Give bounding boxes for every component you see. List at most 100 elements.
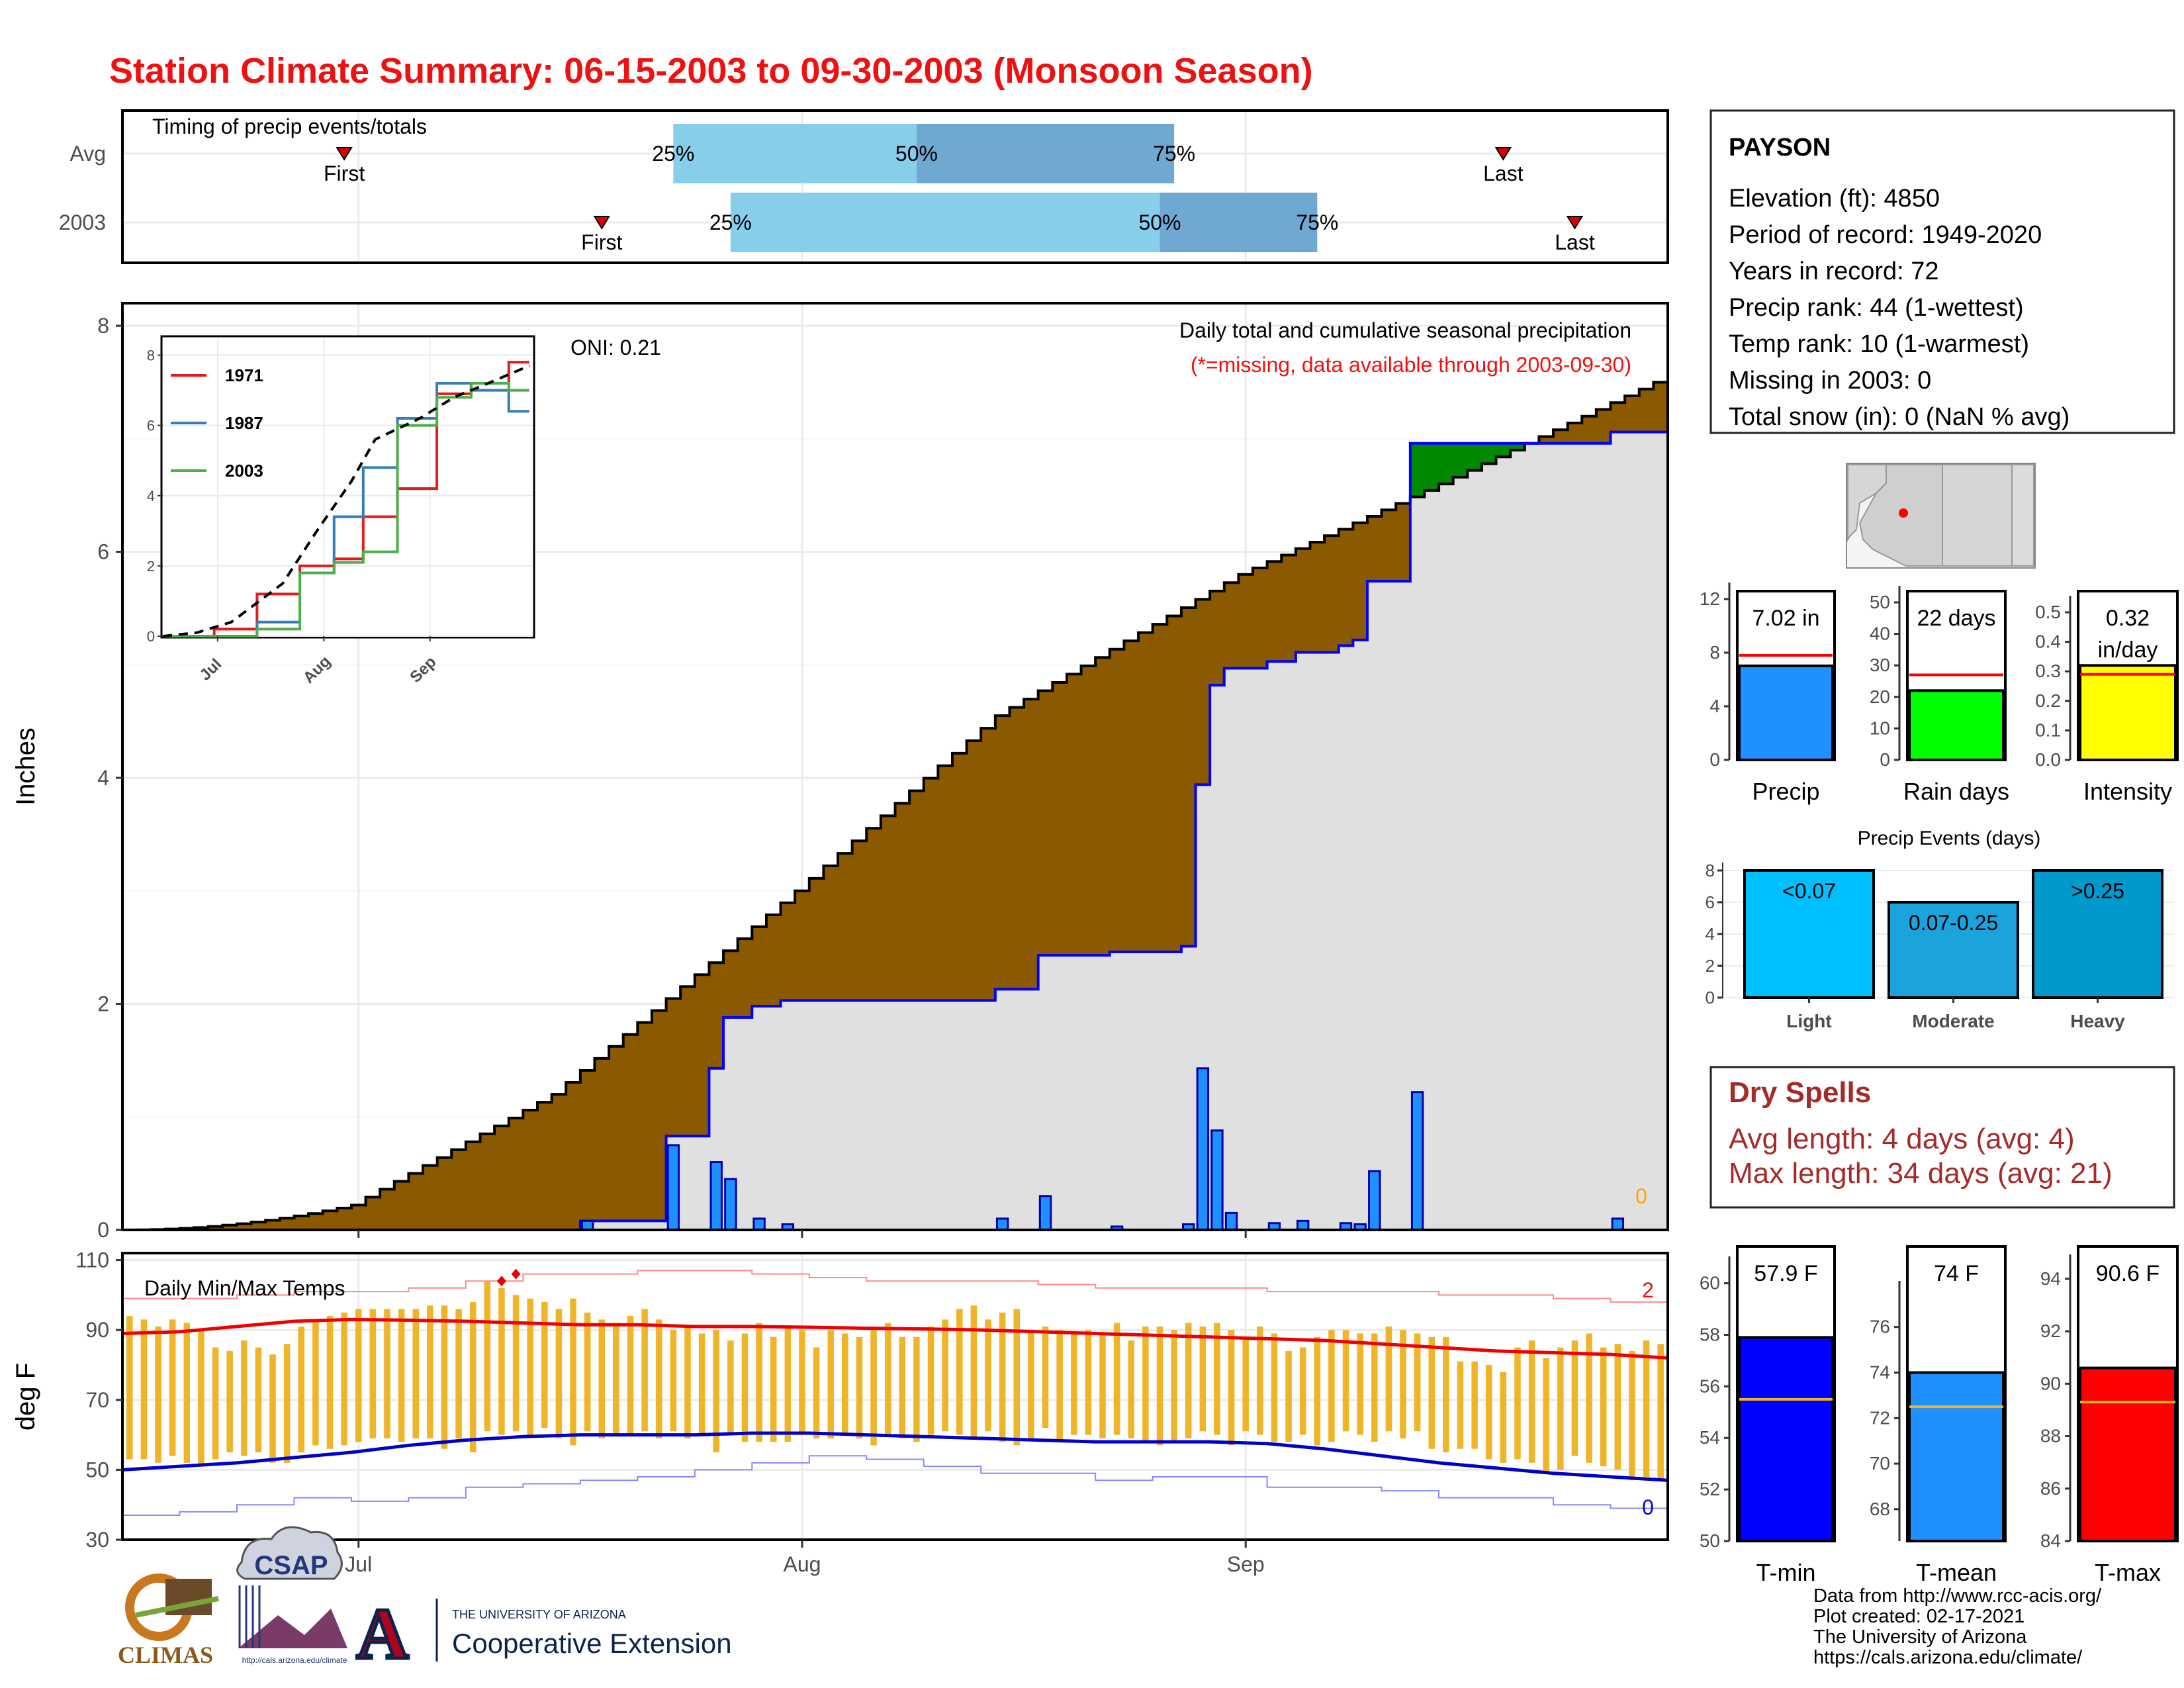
temp-range-bar <box>527 1298 533 1435</box>
gauge-tmin-tick-label-3: 56 <box>1700 1376 1720 1396</box>
map-state-nm <box>1942 464 2013 567</box>
temp-frame <box>121 1252 1669 1541</box>
events-ytick-label-0: 0 <box>1706 988 1715 1008</box>
gauge-tmin-tick-label-4: 58 <box>1700 1324 1720 1344</box>
timing-row-2003: 2003 <box>59 211 106 234</box>
timing-avg-q-label-1: 50% <box>895 142 938 165</box>
gauge-precip-tick-label-3: 12 <box>1700 588 1720 609</box>
temp-range-bar <box>241 1340 248 1456</box>
gauge-tmin-tick-label-0: 50 <box>1700 1530 1720 1551</box>
temp-range-bar <box>398 1309 405 1442</box>
temp-range-bar <box>269 1354 276 1463</box>
temp-range-bar <box>1185 1323 1192 1438</box>
daily-precip-bar <box>724 1178 737 1231</box>
temp-plot-bg <box>122 1253 1668 1540</box>
temp-range-bar <box>999 1312 1006 1442</box>
station-precip-rank: Precip rank: 44 (1-wettest) <box>1729 294 2024 322</box>
temp-range-bar <box>1643 1340 1650 1477</box>
events-axis-label-0: Light <box>1786 1011 1831 1031</box>
temp-range-bar <box>1271 1333 1278 1442</box>
timing-avg-q25-q50 <box>673 124 917 183</box>
temp-range-bar <box>1485 1364 1492 1460</box>
temp-range-bar <box>970 1305 978 1438</box>
gauge-intensity: 0.0 0.1 0.2 0.3 0.4 0.5 0.32 in/day Intensity <box>2035 590 2179 805</box>
inset-lines <box>162 361 530 637</box>
temp-range-bar <box>1586 1333 1592 1463</box>
daily-precip-bar <box>1368 1170 1381 1231</box>
temp-range-bar <box>770 1336 777 1442</box>
temp-range-bar <box>641 1309 648 1432</box>
csap-text: CSAP <box>254 1551 328 1580</box>
timing-y2003-last-marker-icon <box>1566 216 1584 230</box>
temp-range-bar <box>1285 1350 1292 1442</box>
gauge-raindays-tick-label-1: 10 <box>1870 718 1890 738</box>
station-name: PAYSON <box>1729 134 1831 162</box>
timing-y2003-q25-q50 <box>730 193 1160 252</box>
gauge-tmean-tick-label-3: 74 <box>1870 1362 1890 1382</box>
gauge-tmax-tick-label-4: 92 <box>2040 1321 2061 1341</box>
inset-legend: 1971 1987 2003 <box>171 365 263 481</box>
climas-logo[interactable]: CLIMAS <box>118 1573 219 1668</box>
gauge-tmax-value-label: 90.6 F <box>2096 1261 2160 1286</box>
inset-ytick-label-3: 6 <box>147 418 155 434</box>
timing-avg-first-label: First <box>324 162 365 185</box>
temp-range-bar <box>469 1301 477 1452</box>
gauge-intensity-value-bar <box>2079 664 2177 762</box>
ua-logo[interactable]: A THE UNIVERSITY OF ARIZONA Cooperative … <box>355 1592 732 1676</box>
gauge-tmin-tick-label-2: 54 <box>1700 1427 1720 1448</box>
temp-range-bar <box>813 1347 820 1438</box>
daily-precip-bar <box>1410 1091 1424 1231</box>
station-elevation: Elevation (ft): 4850 <box>1729 185 1940 212</box>
temp-range-bar <box>856 1336 863 1438</box>
temp-range-bar <box>155 1326 161 1463</box>
record-low-count: 0 <box>1642 1495 1654 1519</box>
locator-map <box>1846 463 2036 569</box>
temp-range-bar <box>1428 1336 1435 1449</box>
gauge-tmin: 50 52 54 56 58 60 57.9 F T-min <box>1700 1245 1836 1586</box>
temp-range-bar <box>412 1309 419 1438</box>
temp-range-bar <box>1056 1330 1063 1442</box>
timing-y2003-q-label-1: 50% <box>1138 211 1181 234</box>
gauge-tmax-tick-label-3: 90 <box>2040 1373 2061 1393</box>
gauge-tmean-tick-label-4: 76 <box>1870 1317 1890 1337</box>
temp-range-bar <box>827 1330 834 1438</box>
temp-range-bar <box>1342 1330 1349 1432</box>
station-temp-rank: Temp rank: 10 (1-warmest) <box>1729 330 2029 358</box>
overlap-area <box>122 432 1668 1230</box>
dry-max-length: Max length: 34 days (avg: 21) <box>1729 1157 2113 1190</box>
temp-range-bar <box>1385 1326 1392 1432</box>
temp-range-bar <box>1629 1350 1635 1481</box>
gauge-tmin-value-bar <box>1738 1336 1834 1542</box>
temp-panel: 30 50 70 90 110 Jul Aug Sep deg F Daily Min/Ma… <box>11 1248 1669 1576</box>
temp-range-bar <box>1242 1336 1249 1432</box>
temp-range-bar <box>1457 1361 1464 1449</box>
events-ytick-label-1: 2 <box>1706 956 1715 976</box>
timing-row-avg: Avg <box>69 142 106 165</box>
temp-range-bar <box>656 1319 662 1438</box>
temp-range-bar <box>198 1330 205 1467</box>
gauge-tmax-value-bar <box>2079 1366 2177 1542</box>
precip-ytick-label-4: 8 <box>97 314 109 338</box>
temp-range-bar <box>799 1330 805 1435</box>
daily-precip-bar <box>995 1217 1009 1231</box>
temp-y-axis: 30 50 70 90 110 <box>75 1248 122 1552</box>
station-years: Years in record: 72 <box>1729 258 1939 285</box>
csap-logo[interactable]: CSAP http://cals.arizona.edu/climate <box>236 1526 347 1665</box>
timing-label: Timing of precip events/totals <box>152 115 427 138</box>
temp-range-bar <box>1571 1340 1578 1456</box>
gauge-raindays-value-bar <box>1908 689 2005 762</box>
gauge-raindays-tick-label-5: 50 <box>1870 592 1890 612</box>
temp-range-bar <box>1314 1336 1321 1446</box>
temp-range-bar <box>512 1295 520 1432</box>
temp-range-bar <box>713 1330 720 1452</box>
logos: CLIMAS CSAP http://cals.arizona.edu/clim… <box>118 1526 732 1676</box>
temp-range-bar <box>956 1309 963 1435</box>
csap-mountain-icon <box>238 1609 347 1648</box>
temp-range-bar <box>570 1298 576 1446</box>
timing-bars: 25% 50% 75% First Last 25% 50% 75% First Last <box>324 124 1595 254</box>
gauge-precip-value-label: 7.02 in <box>1752 606 1819 631</box>
temp-range-bar <box>455 1309 462 1438</box>
temp-range-bar <box>1371 1333 1378 1442</box>
events-title: Precip Events (days) <box>1858 827 2041 849</box>
